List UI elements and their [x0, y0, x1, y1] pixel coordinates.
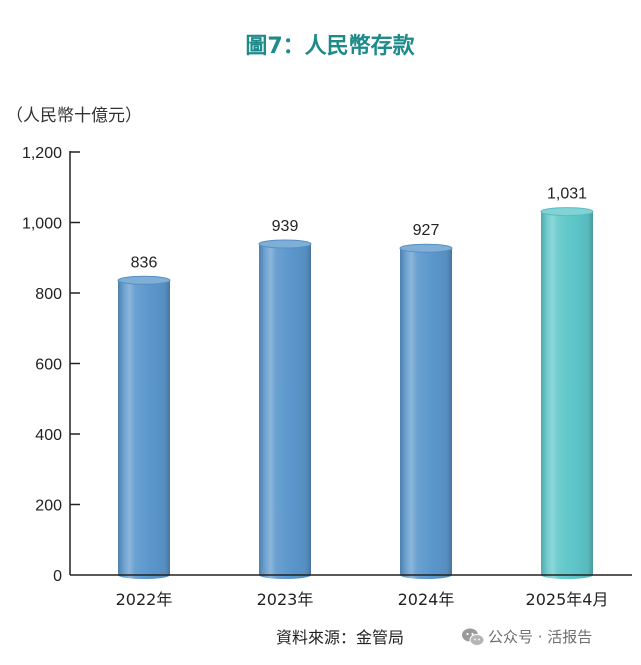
bar-body: [259, 244, 311, 579]
x-tick-label-3: 2024年: [398, 590, 455, 609]
bar-1: [117, 275, 171, 579]
y-tick-label: 200: [35, 498, 62, 515]
value-label-3: 927: [413, 222, 440, 239]
source-note: 資料來源：金管局: [276, 628, 404, 647]
watermark: 公众号 · 活报告: [462, 628, 592, 646]
watermark-text: 公众号 · 活报告: [488, 628, 592, 646]
x-tick-label-2: 2023年: [257, 590, 314, 609]
value-label-1: 836: [131, 254, 158, 271]
y-tick-label: 800: [35, 286, 62, 303]
y-tick-label: 0: [53, 568, 62, 585]
bars: 836 939 927 1,031: [117, 186, 594, 580]
bar-3: [399, 243, 453, 580]
y-axis-label: （人民幣十億元）: [6, 106, 142, 126]
bar-top: [540, 207, 594, 217]
wechat-icon: [462, 628, 485, 646]
chart-title: 圖7：人民幣存款: [245, 33, 415, 59]
x-axis: 2022年 2023年 2024年 2025年4月: [70, 574, 632, 609]
value-label-4: 1,031: [547, 186, 587, 203]
bar-top: [258, 239, 312, 249]
y-tick-label: 1,200: [22, 145, 62, 162]
bar-2: [258, 239, 312, 579]
bar-top: [117, 275, 171, 285]
bar-body: [118, 280, 170, 579]
x-tick-label-4: 2025年4月: [526, 590, 609, 609]
y-tick-label: 600: [35, 357, 62, 374]
value-label-2: 939: [272, 218, 299, 235]
y-tick-label: 400: [35, 427, 62, 444]
bar-4: [540, 207, 594, 579]
y-axis: 0 200 400 600 800 1,000 1,200: [22, 145, 80, 585]
y-tick-label: 1,000: [22, 216, 62, 233]
bar-top: [399, 243, 453, 253]
bar-body: [400, 248, 452, 580]
x-tick-label-1: 2022年: [116, 590, 173, 609]
bar-body: [541, 211, 593, 579]
